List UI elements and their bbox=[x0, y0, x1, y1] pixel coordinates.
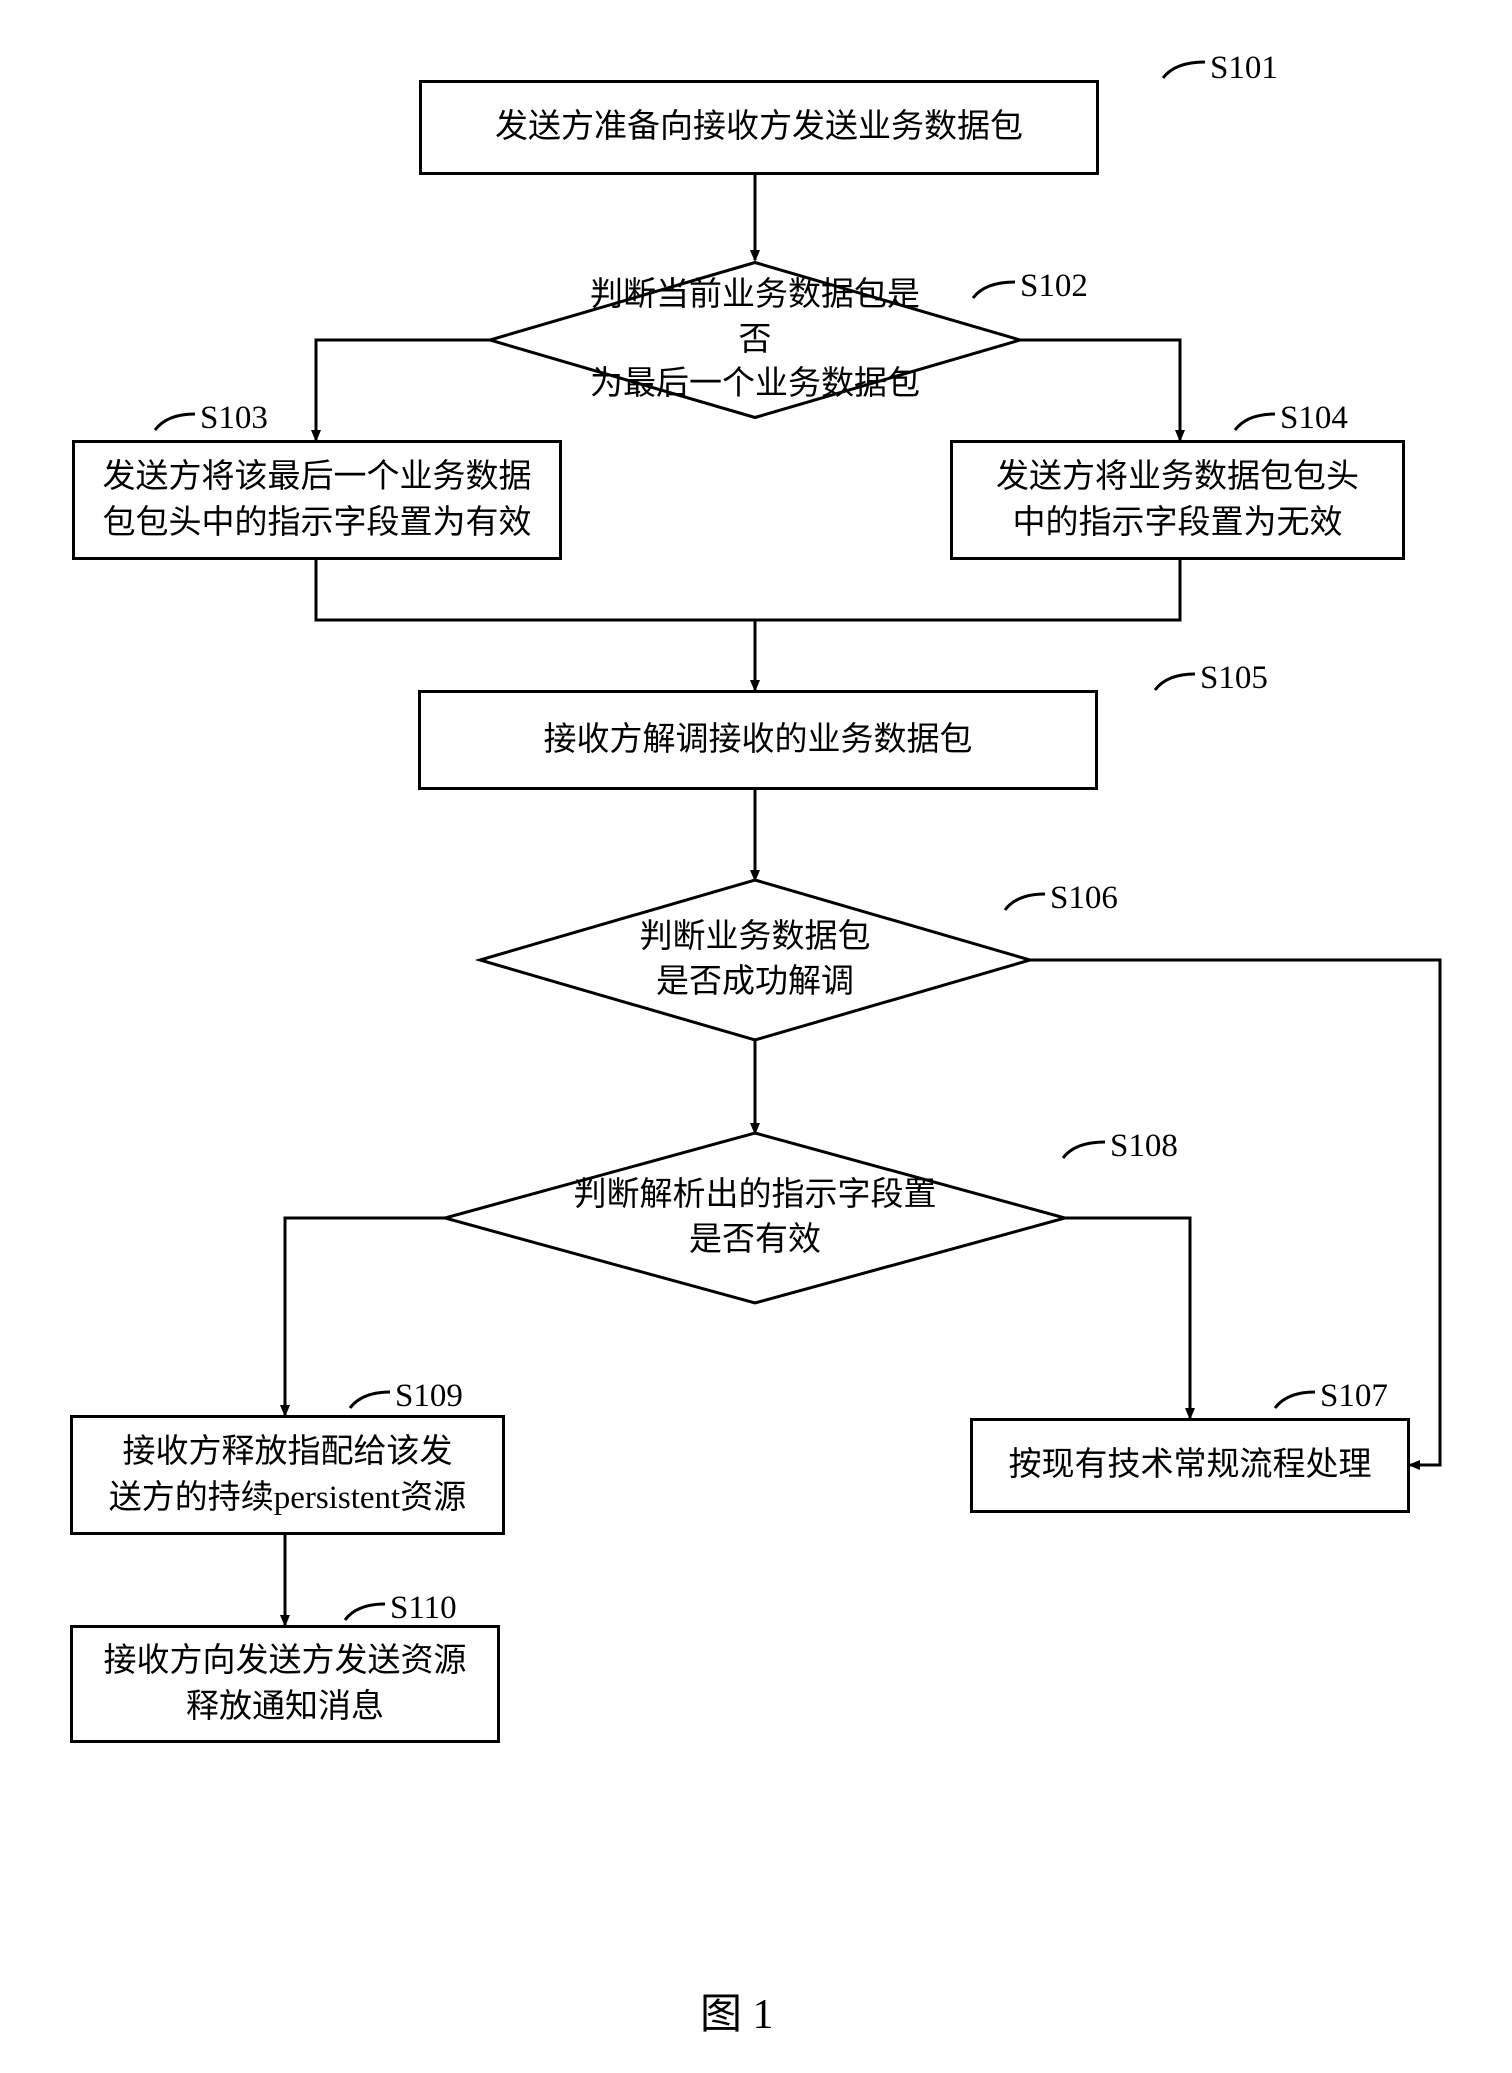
node-n107: 按现有技术常规流程处理 bbox=[970, 1418, 1410, 1513]
node-n101: 发送方准备向接收方发送业务数据包 bbox=[419, 80, 1099, 175]
node-n105: 接收方解调接收的业务数据包 bbox=[418, 690, 1098, 790]
label-s104: S104 bbox=[1280, 400, 1348, 437]
label-s103: S103 bbox=[200, 400, 268, 437]
node-n109: 接收方释放指配给该发送方的持续persistent资源 bbox=[70, 1415, 505, 1535]
node-n104: 发送方将业务数据包包头中的指示字段置为无效 bbox=[950, 440, 1405, 560]
label-s109: S109 bbox=[395, 1378, 463, 1415]
label-s107: S107 bbox=[1320, 1378, 1388, 1415]
node-n110: 接收方向发送方发送资源释放通知消息 bbox=[70, 1625, 500, 1743]
label-s110: S110 bbox=[390, 1590, 457, 1627]
label-s108: S108 bbox=[1110, 1128, 1178, 1165]
node-n108: 判断解析出的指示字段置是否有效 bbox=[445, 1133, 1065, 1303]
label-s105: S105 bbox=[1200, 660, 1268, 697]
node-n106: 判断业务数据包是否成功解调 bbox=[480, 880, 1030, 1040]
label-s106: S106 bbox=[1050, 880, 1118, 917]
node-n102: 判断当前业务数据包是否为最后一个业务数据包 bbox=[490, 263, 1020, 418]
node-n103: 发送方将该最后一个业务数据包包头中的指示字段置为有效 bbox=[72, 440, 562, 560]
figure-caption: 图 1 bbox=[700, 1980, 774, 2041]
label-s101: S101 bbox=[1210, 50, 1278, 87]
label-s102: S102 bbox=[1020, 268, 1088, 305]
